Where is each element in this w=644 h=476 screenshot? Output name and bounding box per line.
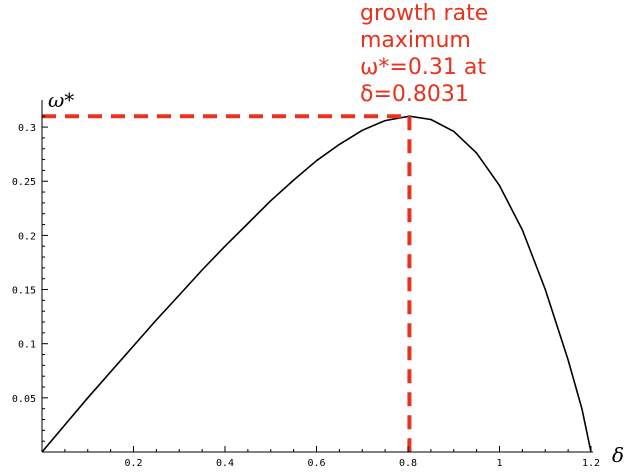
x-axis-label: δ xyxy=(612,443,624,467)
x-tick-label: 0.4 xyxy=(216,458,234,469)
annotation-text-line: maximum xyxy=(360,28,471,53)
x-tick-label: 1 xyxy=(496,458,502,469)
y-tick-label: 0.15 xyxy=(12,286,36,297)
x-tick-label: 0.8 xyxy=(399,458,417,469)
y-tick-label: 0.3 xyxy=(18,123,36,134)
y-axis-label: ω* xyxy=(48,88,74,112)
annotation-text-line: δ=0.8031 xyxy=(360,82,469,107)
annotation-text-line: ω*=0.31 at xyxy=(360,55,486,80)
axes xyxy=(41,100,593,453)
y-tick-label: 0.05 xyxy=(12,394,36,405)
y-tick-label: 0.2 xyxy=(18,231,36,242)
curve-layer xyxy=(41,115,592,453)
y-tick-label: 0.25 xyxy=(12,177,36,188)
annotation-text-line: growth rate xyxy=(360,1,488,26)
y-tick-label: 0.1 xyxy=(18,340,36,351)
x-tick-label: 0.6 xyxy=(307,458,325,469)
reference-lines xyxy=(42,114,412,452)
x-tick-label: 1.2 xyxy=(582,458,600,469)
growth-rate-curve xyxy=(41,115,592,453)
x-tick-label: 0.2 xyxy=(124,458,142,469)
ticks: 0.2 0.4 0.6 0.8 1 1.2 0.05 0.1 0.15 0.2 0.25 0.3 xyxy=(12,115,600,469)
